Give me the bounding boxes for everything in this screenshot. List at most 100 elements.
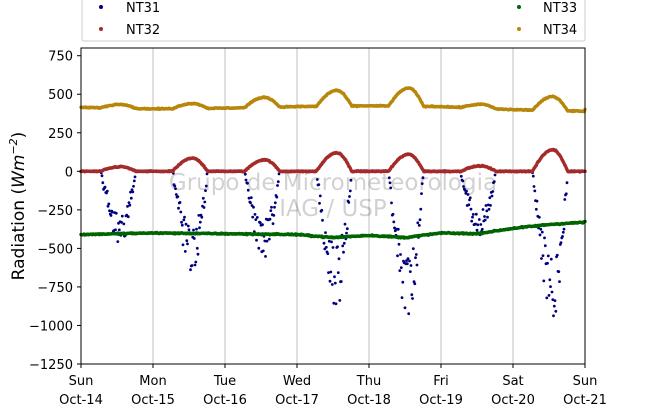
data-point	[564, 192, 568, 196]
data-point	[413, 282, 417, 286]
data-point	[114, 211, 118, 215]
data-point	[546, 261, 549, 265]
data-point	[487, 207, 491, 211]
x-axis-ticks: Sun Oct-14 Mon Oct-15 Tue Oct-16 Wed Oct-17 Thu O…	[59, 364, 607, 408]
data-point	[330, 283, 334, 286]
data-point	[275, 195, 279, 199]
data-point	[488, 196, 492, 200]
data-point	[315, 178, 319, 181]
data-point	[342, 241, 346, 245]
data-point	[180, 220, 183, 224]
data-point	[546, 254, 550, 258]
data-point	[246, 188, 250, 192]
data-point	[180, 223, 184, 227]
y-tick-label: 500	[48, 88, 73, 103]
data-point	[243, 172, 247, 176]
data-point	[177, 206, 180, 210]
data-point	[337, 257, 341, 261]
data-point	[479, 223, 483, 226]
data-point	[552, 304, 556, 308]
data-point	[343, 222, 347, 226]
data-point	[493, 173, 497, 177]
data-point	[480, 227, 484, 231]
x-tick-label: Tue Oct-16	[203, 374, 247, 408]
data-point	[561, 235, 564, 238]
data-point	[114, 228, 117, 232]
data-point	[186, 242, 189, 246]
data-point	[336, 245, 339, 249]
data-point	[247, 196, 251, 200]
x-tick-label: Fri Oct-19	[419, 374, 463, 408]
data-point	[533, 189, 537, 193]
data-point	[192, 237, 196, 240]
data-point	[414, 253, 418, 256]
data-point	[407, 312, 411, 316]
data-point	[320, 208, 324, 212]
data-point	[103, 185, 107, 189]
data-point	[189, 268, 192, 272]
data-point	[179, 210, 183, 214]
data-point	[105, 189, 109, 193]
data-point	[491, 190, 495, 193]
data-point	[327, 271, 330, 274]
data-point	[101, 181, 105, 185]
data-point	[549, 257, 553, 261]
data-point	[557, 270, 561, 273]
legend-box	[81, 0, 586, 42]
data-point	[477, 218, 481, 221]
x-tick-label: Thu Oct-18	[347, 374, 391, 408]
y-tick-label: −750	[37, 281, 73, 296]
data-point	[327, 239, 331, 243]
data-point	[183, 250, 187, 253]
data-point	[387, 176, 391, 180]
data-point	[540, 230, 544, 234]
x-tick-label: Sat Oct-20	[491, 374, 535, 408]
data-point	[475, 228, 479, 232]
data-point	[176, 195, 180, 199]
data-point	[270, 205, 273, 209]
data-point	[184, 222, 188, 226]
data-point	[195, 227, 198, 231]
data-point	[551, 298, 555, 301]
data-point	[187, 228, 191, 232]
data-point	[409, 264, 413, 267]
data-point	[535, 199, 539, 203]
data-point	[203, 200, 207, 204]
data-point	[132, 179, 136, 183]
data-point	[464, 191, 468, 195]
data-point	[342, 250, 345, 254]
data-point	[403, 306, 407, 310]
data-point	[467, 203, 471, 207]
data-point	[198, 220, 202, 224]
data-point	[253, 213, 257, 216]
series-nt34	[79, 86, 587, 114]
data-point	[251, 215, 255, 219]
data-point	[333, 275, 336, 279]
data-point	[485, 209, 489, 213]
data-point	[271, 222, 275, 226]
data-point	[534, 207, 538, 211]
data-point	[405, 259, 408, 263]
data-point	[244, 178, 248, 182]
y-axis-title: Radiation (Wm−2)	[7, 132, 29, 281]
data-point	[338, 299, 342, 302]
data-point	[257, 246, 261, 250]
data-point	[324, 245, 328, 249]
y-tick-label: 0	[65, 165, 73, 180]
data-point	[559, 241, 563, 245]
data-point	[269, 209, 273, 213]
data-point	[339, 280, 343, 283]
data-point	[321, 218, 324, 222]
data-point	[542, 279, 546, 283]
legend-label-nt33: NT33	[543, 1, 577, 16]
data-point	[255, 238, 258, 242]
data-point	[276, 180, 280, 184]
data-point	[190, 264, 194, 267]
data-point	[201, 196, 205, 200]
data-point	[420, 192, 423, 196]
data-point	[545, 296, 549, 300]
data-point	[392, 220, 396, 224]
data-point	[561, 230, 565, 234]
data-point	[550, 290, 554, 294]
y-tick-label: −1250	[29, 358, 73, 373]
